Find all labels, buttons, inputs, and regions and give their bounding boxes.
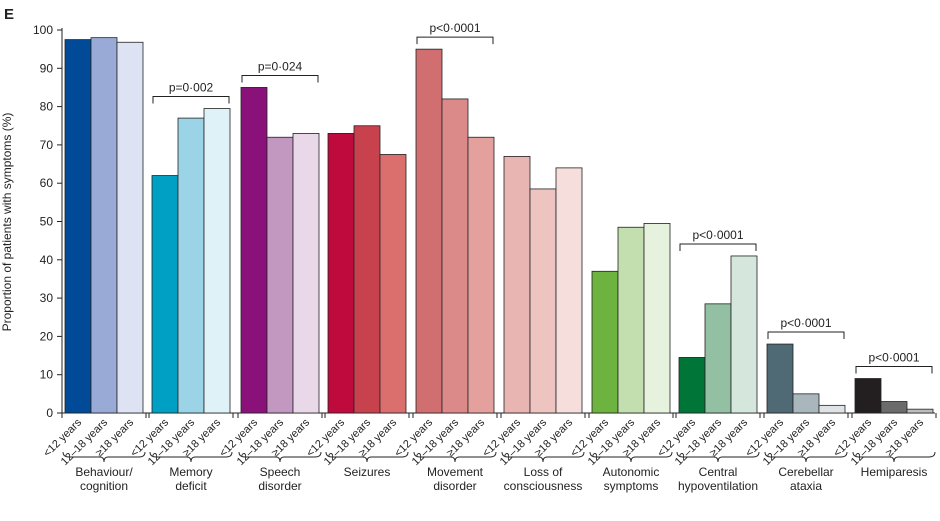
- group-brace: [413, 451, 497, 463]
- bar: [415, 48, 443, 414]
- p-value-label: p<0·0001: [780, 316, 831, 330]
- bars: [61, 37, 937, 418]
- category-label: Memory: [169, 465, 212, 479]
- category-label: Hemiparesis: [861, 465, 928, 479]
- group-brace: [676, 451, 760, 463]
- category-label: Central: [699, 465, 738, 479]
- bar: [704, 303, 732, 414]
- bar: [116, 41, 144, 414]
- bar: [555, 167, 583, 414]
- category-label: deficit: [175, 479, 207, 493]
- bar: [240, 87, 268, 414]
- p-value-bracket: [241, 74, 319, 83]
- y-tick-label: 100: [33, 23, 53, 37]
- group-brace: [325, 451, 409, 463]
- category-label: Seizures: [344, 465, 391, 479]
- bar: [529, 188, 557, 414]
- y-tick-label: 70: [40, 138, 54, 152]
- p-value-label: p=0·024: [258, 59, 303, 73]
- bar: [906, 408, 934, 414]
- category-label: ataxia: [790, 479, 822, 493]
- group-brace: [149, 451, 233, 463]
- bar: [854, 378, 882, 414]
- bar: [203, 108, 231, 414]
- bar: [177, 117, 205, 414]
- bar: [266, 136, 294, 414]
- category-label: Autonomic: [603, 465, 660, 479]
- y-tick-label: 40: [40, 253, 54, 267]
- bar: [503, 155, 531, 414]
- category-label: Speech: [260, 465, 301, 479]
- y-tick-label: 0: [46, 406, 53, 420]
- group-brace: [852, 451, 936, 463]
- bar: [617, 226, 645, 414]
- p-value-bracket: [855, 366, 933, 374]
- p-value-label: p=0·002: [169, 81, 214, 95]
- bar: [467, 136, 495, 414]
- category-label: disorder: [258, 479, 301, 493]
- bar: [151, 175, 179, 414]
- category-label: consciousness: [504, 479, 583, 493]
- p-value-label: p<0·0001: [692, 228, 743, 242]
- panel-label: E: [4, 6, 14, 23]
- bar: [792, 393, 820, 414]
- category-label: Behaviour/: [75, 465, 133, 479]
- group-brace: [501, 451, 585, 463]
- bar: [292, 133, 320, 414]
- bar: [441, 98, 469, 414]
- category-label: cognition: [80, 479, 128, 493]
- category-label: hypoventilation: [678, 479, 758, 493]
- group-brace: [62, 451, 146, 463]
- p-value-label: p<0·0001: [429, 21, 480, 35]
- y-tick-label: 30: [40, 291, 54, 305]
- p-value-label: p<0·0001: [868, 351, 919, 365]
- bar: [327, 133, 355, 414]
- y-tick-label: 60: [40, 176, 54, 190]
- category-label: disorder: [433, 479, 476, 493]
- group-brace: [238, 451, 322, 463]
- bar: [353, 125, 381, 414]
- y-axis-label: Proportion of patients with symptoms (%): [0, 113, 14, 332]
- bar: [643, 223, 671, 414]
- bar: [818, 404, 846, 414]
- category-label: Cerebellar: [778, 465, 833, 479]
- bar: [90, 37, 118, 414]
- p-value-bracket: [416, 36, 494, 45]
- p-value-bracket: [152, 96, 230, 104]
- p-value-bracket: [767, 331, 845, 340]
- y-tick-label: 10: [40, 368, 54, 382]
- y-axis: 0 10 20 30 40 50 60 70 80 90 100: [33, 23, 935, 420]
- category-label: Movement: [427, 465, 484, 479]
- bar: [766, 343, 794, 414]
- p-value-annotations: p=0·002 p=0·024 p<0·0001 p<0·0001 p<0·0001 p<…: [152, 21, 933, 374]
- group-brace: [764, 451, 848, 463]
- y-tick-label: 20: [40, 329, 54, 343]
- bar: [880, 401, 908, 414]
- group-brace: [589, 451, 673, 463]
- p-value-bracket: [679, 243, 757, 251]
- y-tick-label: 50: [40, 215, 54, 229]
- bar: [678, 357, 706, 414]
- bar: [64, 39, 92, 414]
- bar: [730, 255, 758, 414]
- bar: [379, 154, 407, 414]
- y-tick-label: 80: [40, 100, 54, 114]
- y-tick-label: 90: [40, 61, 54, 75]
- bar: [591, 270, 619, 414]
- category-label: Loss of: [524, 465, 563, 479]
- category-label: symptoms: [604, 479, 659, 493]
